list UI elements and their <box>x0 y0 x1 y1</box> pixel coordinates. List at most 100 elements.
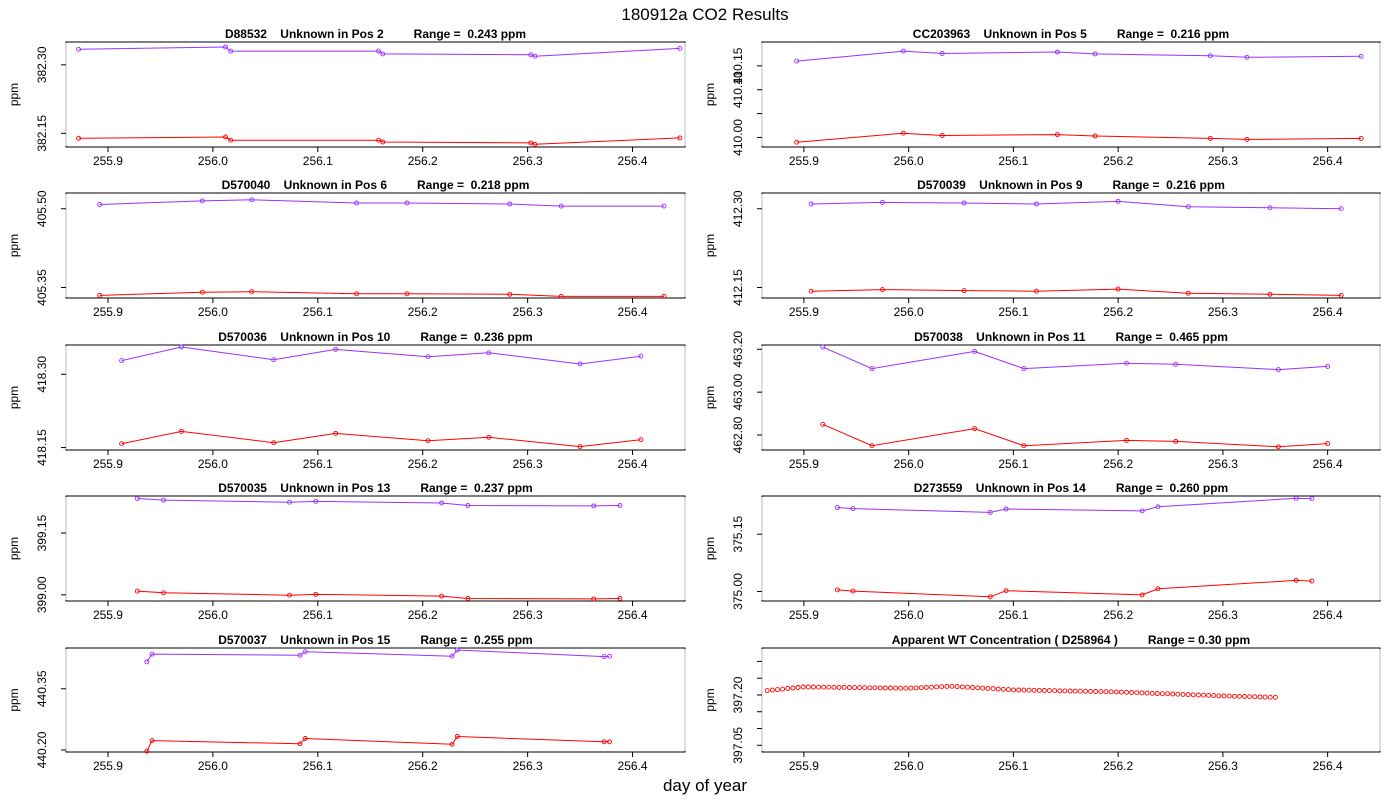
x-tick-label: 256.0 <box>894 154 924 168</box>
data-point-purple <box>961 200 967 206</box>
data-point-red <box>1155 586 1161 592</box>
data-point-red <box>1262 694 1268 700</box>
data-point-red <box>846 685 852 690</box>
data-point-purple <box>249 197 255 203</box>
data-point-red <box>1144 690 1150 696</box>
y-axis-label: ppm <box>703 234 717 257</box>
data-point-red <box>1190 692 1196 698</box>
data-point-red <box>1185 692 1191 698</box>
data-point-red <box>831 684 837 690</box>
data-point-purple <box>287 499 292 505</box>
data-point-red <box>380 139 386 145</box>
data-point-red <box>826 684 832 690</box>
x-tick-label: 256.0 <box>198 305 228 319</box>
figure-title: 180912a CO2 Results <box>621 5 788 24</box>
data-point-red <box>1031 687 1037 693</box>
x-tick-label: 256.1 <box>303 608 333 622</box>
data-point-purple <box>97 202 103 207</box>
data-point-red <box>990 686 996 692</box>
x-tick-label: 256.0 <box>198 457 228 471</box>
series-line-purple <box>99 199 664 207</box>
data-point-red <box>862 685 868 691</box>
data-point-red <box>769 687 775 693</box>
x-tick-label: 256.2 <box>1103 154 1133 168</box>
x-tick-label: 255.9 <box>93 759 123 773</box>
data-point-purple <box>1325 363 1331 369</box>
data-point-red <box>486 434 492 440</box>
data-point-red <box>1124 689 1129 695</box>
data-point-red <box>1077 688 1083 694</box>
data-point-red <box>857 685 863 691</box>
panel-title: D570039 Unknown in Pos 9 Range = 0.216 p… <box>917 178 1225 192</box>
data-point-red <box>1000 686 1006 692</box>
data-point-red <box>900 130 906 136</box>
x-tick-label: 256.3 <box>513 305 543 319</box>
x-tick-label: 256.4 <box>1313 154 1343 168</box>
data-point-red <box>1252 694 1258 700</box>
data-point-red <box>929 684 934 690</box>
data-point-purple <box>1244 54 1250 60</box>
x-tick-label: 256.4 <box>1313 305 1343 319</box>
data-point-red <box>893 685 899 691</box>
x-tick-label: 256.4 <box>618 608 648 622</box>
data-point-red <box>439 593 445 599</box>
panel-5: D570036 Unknown in Pos 10 Range = 0.236 … <box>7 330 686 471</box>
panel-7: D570035 Unknown in Pos 13 Range = 0.237 … <box>7 481 686 622</box>
data-point-red <box>1092 133 1098 139</box>
data-point-purple <box>439 500 445 506</box>
plot-frame <box>65 192 686 299</box>
y-tick-label: 463.00 <box>731 373 745 410</box>
data-point-purple <box>1173 361 1179 367</box>
data-point-red <box>987 594 993 600</box>
data-point-red <box>1083 688 1088 694</box>
x-tick-label: 256.4 <box>1313 608 1343 622</box>
data-point-purple <box>354 200 360 206</box>
data-point-purple <box>850 506 856 512</box>
plot-frame <box>65 495 686 602</box>
plot-frame <box>65 344 686 451</box>
data-point-purple <box>376 48 382 54</box>
data-point-red <box>1115 286 1121 292</box>
data-point-purple <box>454 647 460 653</box>
series-line-purple <box>146 649 610 663</box>
y-tick-label: 410.15 <box>731 47 745 84</box>
data-point-red <box>1216 693 1222 699</box>
x-tick-label: 256.1 <box>303 154 333 168</box>
data-point-red <box>1325 441 1331 447</box>
data-point-red <box>178 428 184 434</box>
data-point-red <box>785 686 791 691</box>
data-point-purple <box>1115 198 1121 204</box>
data-point-red <box>119 441 125 447</box>
data-point-purple <box>1054 49 1060 55</box>
panel-title: D570036 Unknown in Pos 10 Range = 0.236 … <box>218 330 532 344</box>
data-point-red <box>1047 688 1052 694</box>
plot-frame <box>65 647 686 753</box>
x-tick-label: 255.9 <box>789 457 819 471</box>
data-point-red <box>939 684 945 690</box>
series-line-purple <box>78 46 680 57</box>
data-point-red <box>297 741 303 747</box>
panel-title: D570040 Unknown in Pos 6 Range = 0.218 p… <box>222 178 530 192</box>
data-point-red <box>764 688 770 694</box>
x-tick-label: 256.1 <box>303 759 333 773</box>
data-point-red <box>805 684 811 690</box>
panel-title: Apparent WT Concentration ( D258964 ) Ra… <box>892 633 1250 647</box>
x-tick-label: 256.2 <box>408 457 438 471</box>
data-point-purple <box>134 496 140 501</box>
data-point-red <box>908 685 914 691</box>
x-tick-label: 255.9 <box>789 154 819 168</box>
data-point-red <box>577 444 583 450</box>
data-point-purple <box>1309 496 1315 502</box>
y-tick-label: 410.00 <box>731 119 745 156</box>
data-point-purple <box>1338 206 1344 212</box>
data-point-purple <box>661 203 667 209</box>
data-point-red <box>1052 688 1058 694</box>
data-point-red <box>333 430 339 436</box>
data-point-red <box>376 137 382 143</box>
data-point-red <box>1206 692 1212 698</box>
data-point-purple <box>1033 201 1039 207</box>
x-tick-label: 255.9 <box>93 154 123 168</box>
panel-4: D570039 Unknown in Pos 9 Range = 0.216 p… <box>703 178 1381 319</box>
data-point-red <box>532 141 538 147</box>
data-point-red <box>972 426 978 432</box>
